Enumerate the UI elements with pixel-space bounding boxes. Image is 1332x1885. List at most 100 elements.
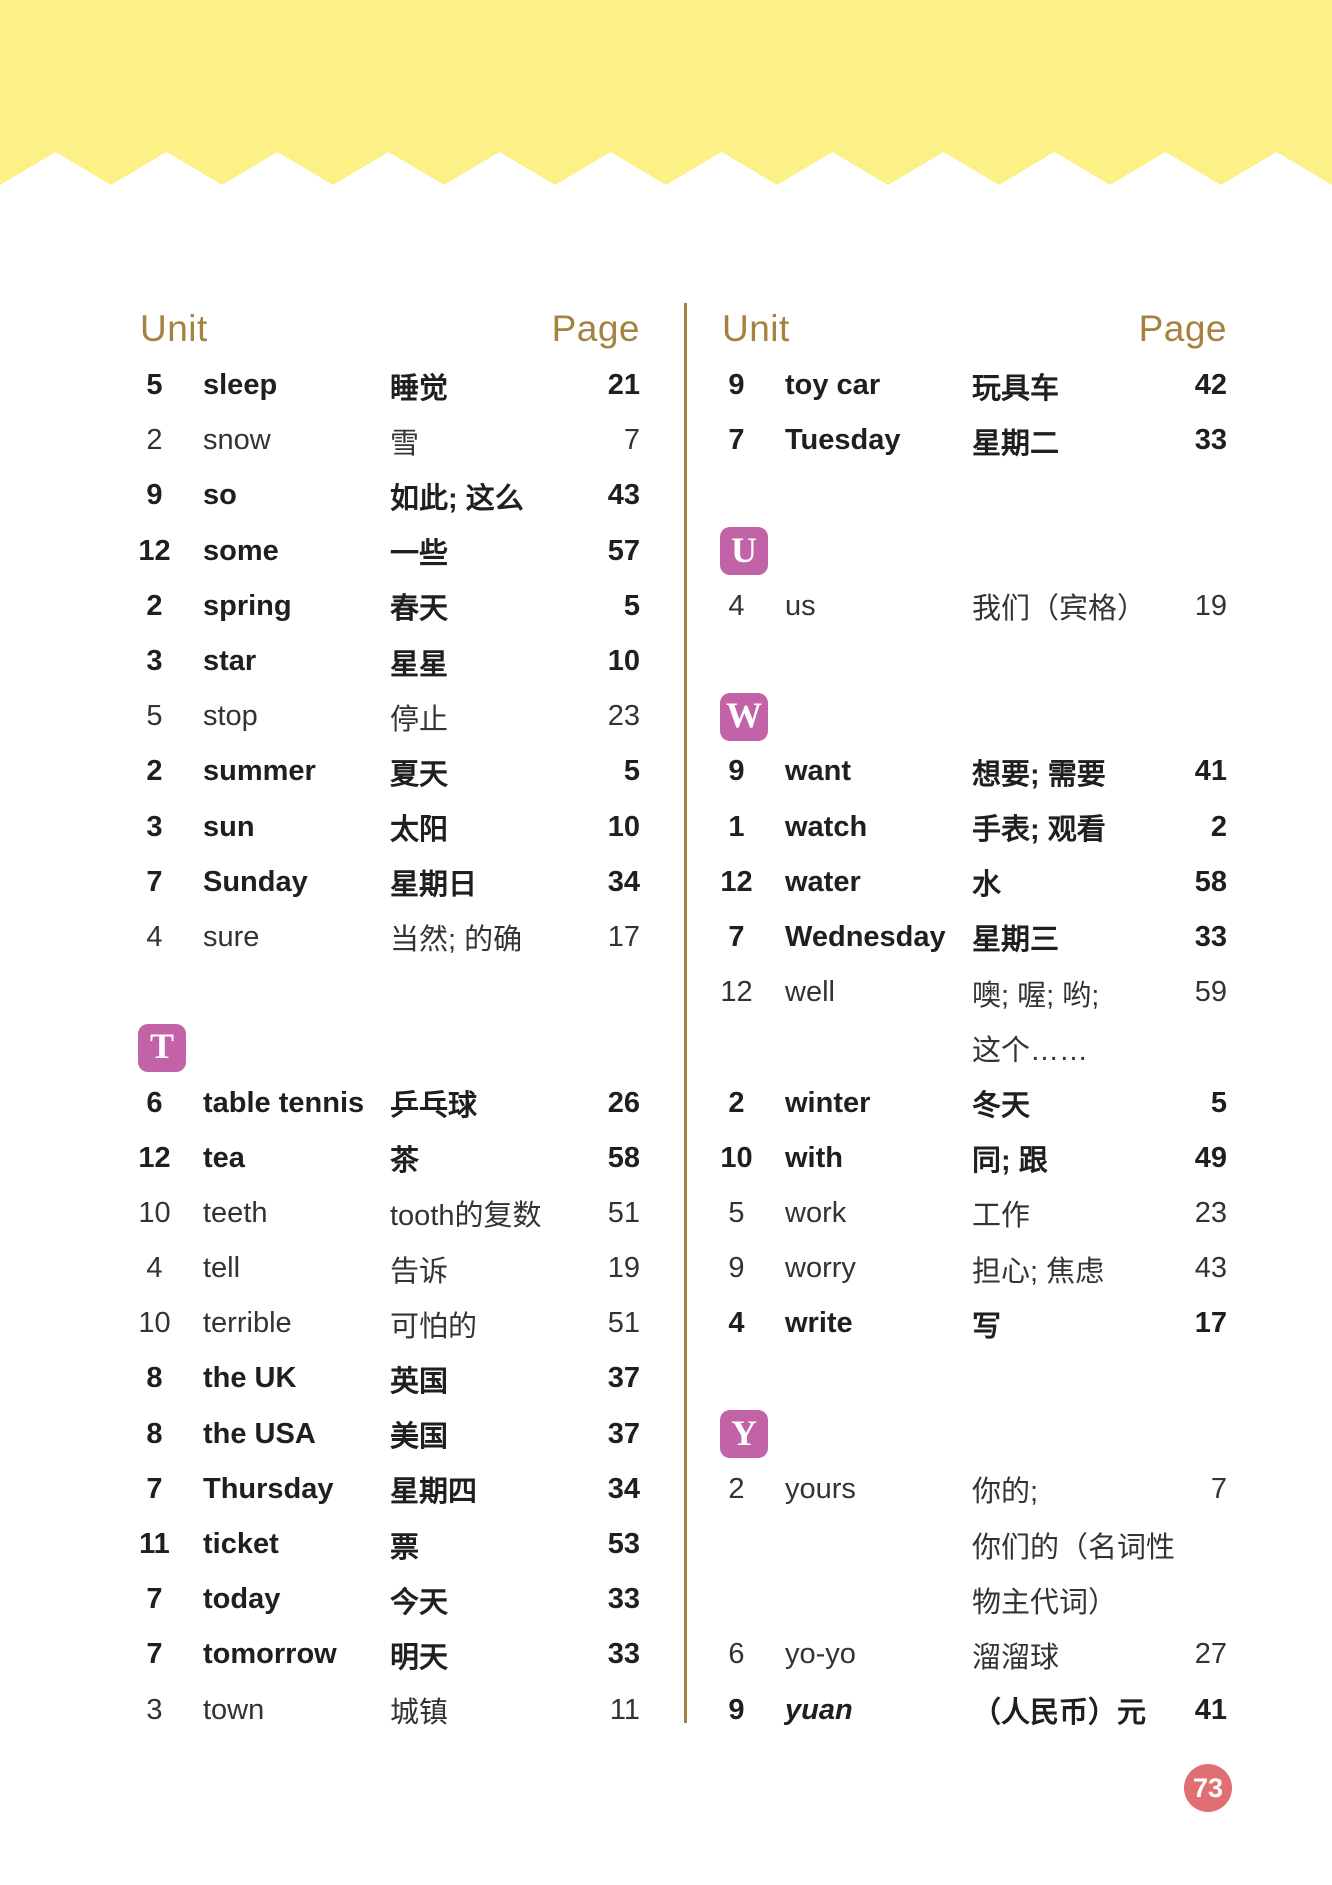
glossary-entry-row: 9 want 想要; 需要 41 bbox=[700, 744, 1227, 799]
chinese-meaning: 美国 bbox=[390, 1421, 449, 1454]
unit-number: 12 bbox=[720, 865, 753, 898]
page-number: 26 bbox=[607, 1086, 640, 1119]
spacer-row bbox=[118, 965, 640, 1020]
page-number: 19 bbox=[1194, 589, 1227, 622]
english-word: tomorrow bbox=[203, 1638, 337, 1671]
chinese-meaning: 如此; 这么 bbox=[390, 482, 524, 515]
english-word: tell bbox=[203, 1252, 241, 1285]
chinese-meaning: 英国 bbox=[390, 1365, 449, 1398]
chinese-meaning: 水 bbox=[972, 869, 1002, 902]
page-number: 43 bbox=[607, 479, 640, 512]
unit-number: 11 bbox=[139, 1528, 170, 1561]
english-word: today bbox=[203, 1583, 281, 1616]
glossary-entry-row: 11 ticket 票 53 bbox=[118, 1517, 640, 1572]
column-header: Unit Page bbox=[700, 300, 1227, 358]
glossary-entry-row: 9 so 如此; 这么 43 bbox=[118, 468, 640, 523]
glossary-entry-row: 7 tomorrow 明天 33 bbox=[118, 1627, 640, 1682]
english-word: Sunday bbox=[203, 865, 308, 898]
english-word: stop bbox=[203, 700, 258, 733]
glossary-entry-row: 10 with 同; 跟 49 bbox=[700, 1131, 1227, 1186]
page-number: 5 bbox=[623, 755, 640, 788]
english-word: sleep bbox=[203, 369, 278, 402]
chinese-meaning: 明天 bbox=[390, 1641, 449, 1674]
unit-number: 5 bbox=[728, 1196, 745, 1229]
chinese-meaning: 星期四 bbox=[390, 1476, 478, 1509]
section-letter-badge: W bbox=[720, 692, 768, 741]
glossary-entry-row: 5 work 工作 23 bbox=[700, 1186, 1227, 1241]
chinese-meaning: 写 bbox=[972, 1310, 1002, 1343]
page-number: 33 bbox=[607, 1638, 640, 1671]
glossary-entry-row: 10 terrible 可怕的 51 bbox=[118, 1296, 640, 1351]
glossary-entry-row: 7 Thursday 星期四 34 bbox=[118, 1462, 640, 1517]
section-row: Y bbox=[700, 1407, 1227, 1462]
glossary-entry-row: 12 tea 茶 58 bbox=[118, 1131, 640, 1186]
glossary-entry-row: 10 teeth tooth的复数 51 bbox=[118, 1186, 640, 1241]
chinese-meaning: 噢; 喔; 哟; bbox=[972, 979, 1100, 1012]
page-number: 33 bbox=[1194, 920, 1227, 953]
unit-number: 7 bbox=[728, 424, 745, 457]
chinese-meaning: 星期日 bbox=[390, 869, 478, 902]
chinese-meaning: 玩具车 bbox=[972, 372, 1060, 405]
glossary-entry-row: 3 sun 太阳 10 bbox=[118, 800, 640, 855]
unit-number: 7 bbox=[146, 1472, 163, 1505]
glossary-entry-row: 9 toy car 玩具车 42 bbox=[700, 358, 1227, 413]
page-number: 53 bbox=[607, 1528, 640, 1561]
section-letter-badge: Y bbox=[720, 1410, 768, 1459]
english-word: toy car bbox=[785, 369, 881, 402]
zigzag-banner bbox=[0, 0, 1332, 185]
page-number: 7 bbox=[1210, 1472, 1227, 1505]
unit-number: 9 bbox=[146, 479, 163, 512]
chinese-meaning: 溜溜球 bbox=[972, 1641, 1060, 1674]
section-row: U bbox=[700, 524, 1227, 579]
chinese-meaning: （人民币）元 bbox=[972, 1697, 1147, 1730]
page-number: 7 bbox=[623, 424, 640, 457]
spacer-row bbox=[700, 1351, 1227, 1406]
glossary-entry-row: 12 some 一些 57 bbox=[118, 524, 640, 579]
english-word: sun bbox=[203, 810, 255, 843]
glossary-rows: 9 toy car 玩具车 42 7 Tuesday 星期二 33 U 4 us 我们（宾格） 19 W 9… bbox=[700, 358, 1227, 1738]
column-divider bbox=[684, 303, 687, 1723]
english-word: so bbox=[203, 479, 237, 512]
glossary-entry-row: 12 water 水 58 bbox=[700, 855, 1227, 910]
unit-number: 5 bbox=[146, 700, 163, 733]
unit-number: 4 bbox=[146, 920, 163, 953]
unit-number: 12 bbox=[138, 534, 171, 567]
page-number: 57 bbox=[607, 534, 640, 567]
page-number: 37 bbox=[607, 1417, 640, 1450]
glossary-entry-row: 8 the UK 英国 37 bbox=[118, 1351, 640, 1406]
page-number: 41 bbox=[1194, 755, 1227, 788]
unit-number: 12 bbox=[138, 1141, 171, 1174]
chinese-meaning: 雪 bbox=[390, 427, 420, 460]
chinese-meaning: tooth的复数 bbox=[390, 1200, 542, 1233]
page-number: 34 bbox=[607, 1472, 640, 1505]
english-word: the USA bbox=[203, 1417, 316, 1450]
chinese-meaning: 一些 bbox=[390, 538, 449, 571]
chinese-meaning: 工作 bbox=[972, 1200, 1031, 1233]
english-word: yuan bbox=[785, 1693, 853, 1726]
glossary-column-left: Unit Page 5 sleep 睡觉 21 2 snow 雪 7 9 so 如此; 这么 43 12… bbox=[118, 300, 640, 1738]
unit-header: Unit bbox=[140, 308, 208, 349]
unit-number: 10 bbox=[720, 1141, 753, 1174]
chinese-meaning: 想要; 需要 bbox=[972, 758, 1106, 791]
unit-number: 2 bbox=[146, 424, 163, 457]
page-number: 21 bbox=[607, 369, 640, 402]
english-word: star bbox=[203, 645, 257, 678]
spacer-row bbox=[700, 634, 1227, 689]
unit-header: Unit bbox=[722, 308, 790, 349]
chinese-meaning: 乒乓球 bbox=[390, 1090, 478, 1123]
chinese-meaning: 星星 bbox=[390, 648, 449, 681]
section-letter-badge: U bbox=[720, 527, 768, 576]
unit-number: 6 bbox=[728, 1638, 745, 1671]
english-word: some bbox=[203, 534, 279, 567]
unit-number: 2 bbox=[146, 755, 163, 788]
glossary-entry-row: 4 sure 当然; 的确 17 bbox=[118, 910, 640, 965]
chinese-meaning: 春天 bbox=[390, 593, 449, 626]
glossary-entry-continuation-row: 物主代词） bbox=[700, 1572, 1227, 1627]
page-number: 23 bbox=[607, 700, 640, 733]
unit-number: 9 bbox=[728, 1693, 745, 1726]
glossary-entry-row: 2 yours 你的; 7 bbox=[700, 1462, 1227, 1517]
page-number: 27 bbox=[1194, 1638, 1227, 1671]
page-number: 23 bbox=[1194, 1196, 1227, 1229]
glossary-entry-row: 8 the USA 美国 37 bbox=[118, 1407, 640, 1462]
english-word: watch bbox=[785, 810, 868, 843]
